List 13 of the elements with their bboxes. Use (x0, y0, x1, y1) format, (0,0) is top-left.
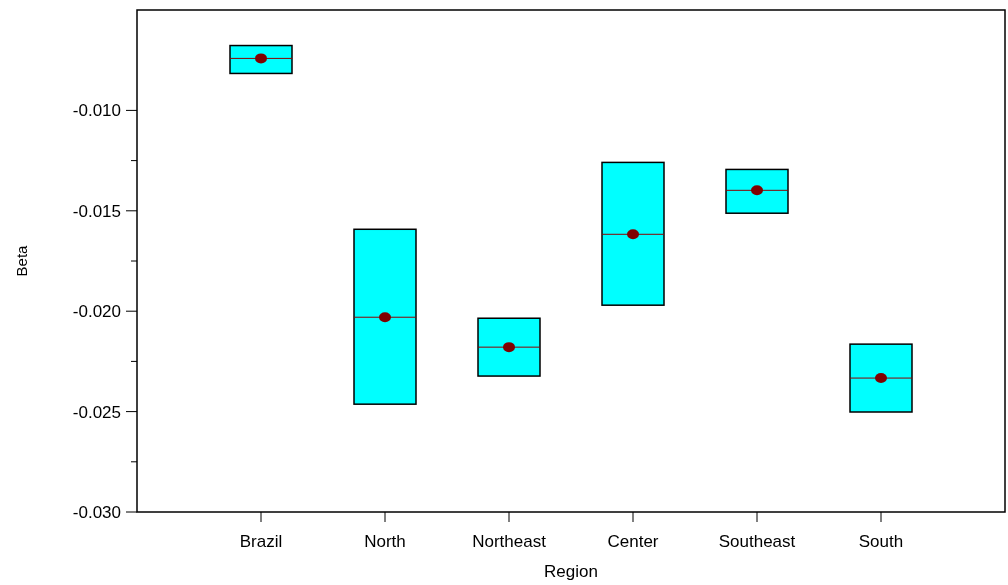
x-tick-label: Center (607, 532, 659, 551)
x-tick-label: Northeast (472, 532, 547, 551)
x-axis-title: Region (544, 562, 598, 581)
y-axis-title: Beta (13, 244, 30, 277)
y-tick-label: -0.015 (72, 201, 121, 221)
x-tick-label: Brazil (239, 532, 283, 551)
x-tick-label: South (858, 532, 904, 551)
x-tick-label: Southeast (718, 532, 796, 551)
y-tick-label: -0.010 (72, 101, 121, 121)
y-tick-label: -0.030 (72, 502, 121, 522)
y-tick-label: -0.025 (72, 402, 121, 422)
y-tick-label: -0.020 (72, 302, 121, 322)
x-tick-label: North (364, 532, 406, 551)
